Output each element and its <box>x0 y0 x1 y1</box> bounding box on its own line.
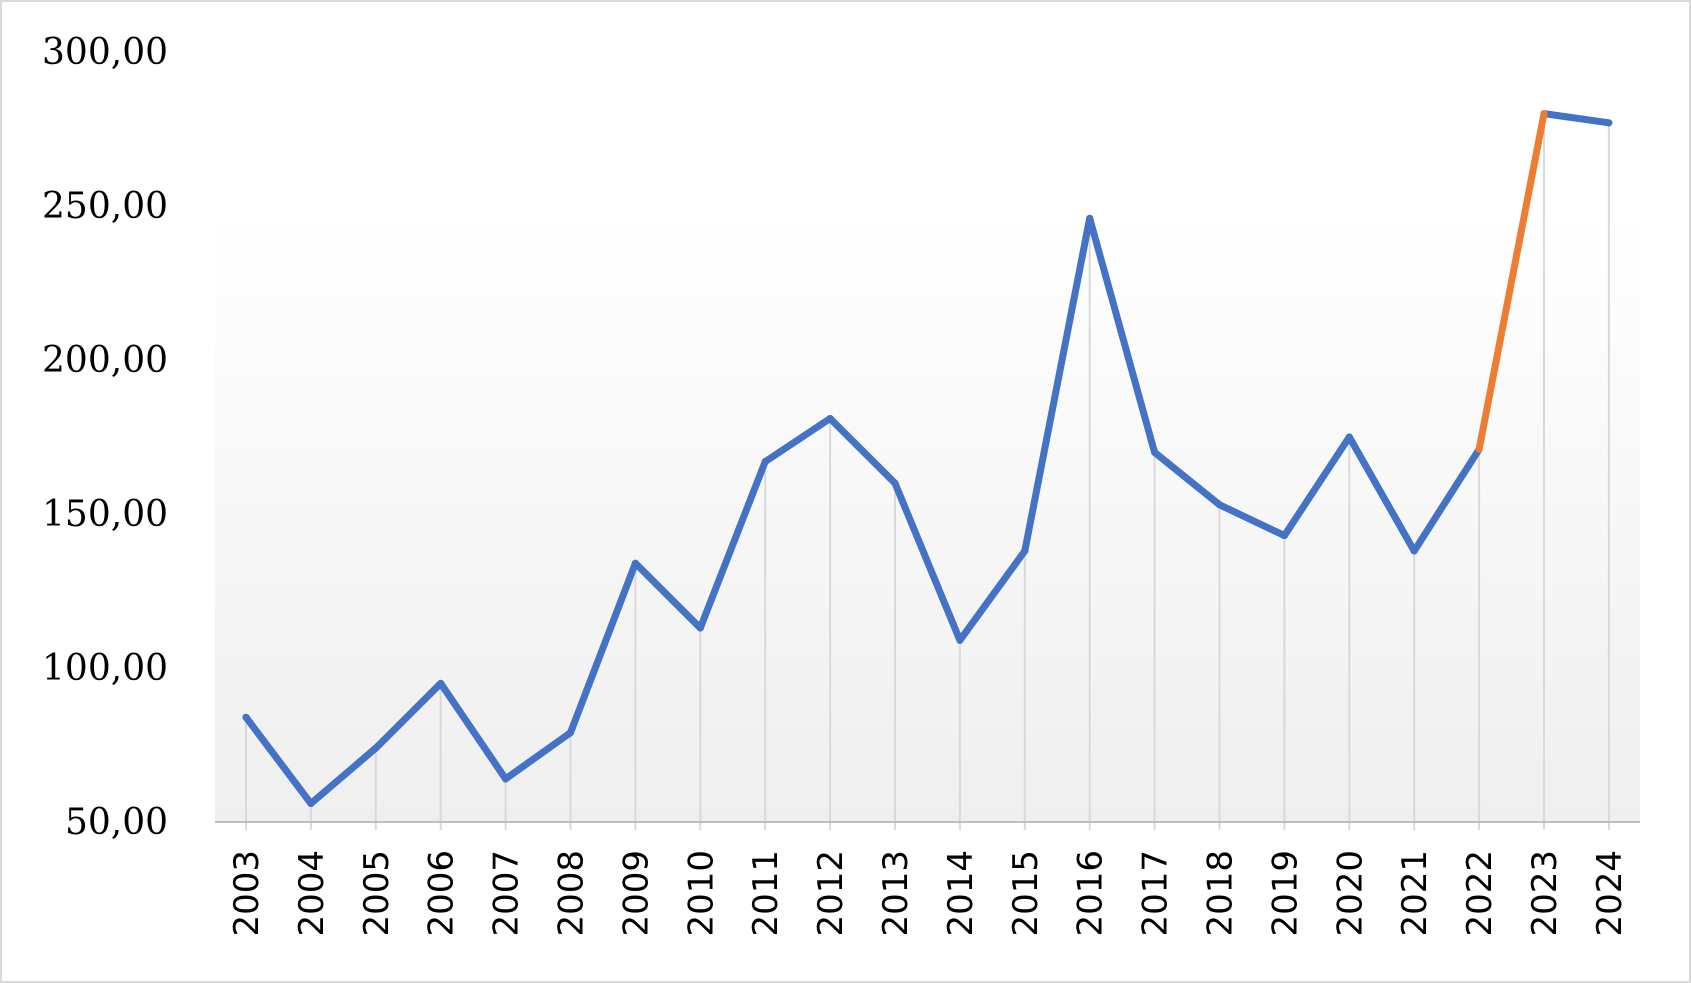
x-tick-label: 2013 <box>876 850 916 937</box>
x-tick-label: 2015 <box>1006 850 1046 937</box>
y-tick-label: 300,00 <box>42 32 168 73</box>
x-tick-label: 2020 <box>1330 850 1370 937</box>
x-tick-label: 2006 <box>422 850 462 937</box>
series-line-segment <box>1021 214 1094 555</box>
data-point <box>502 775 510 783</box>
data-point <box>1410 547 1418 555</box>
plot-area <box>215 210 1640 822</box>
data-point <box>372 744 380 752</box>
y-tick-label: 100,00 <box>42 648 168 689</box>
x-tick-label: 2007 <box>487 850 527 937</box>
x-tick-label: 2019 <box>1265 850 1305 937</box>
data-point <box>761 458 769 466</box>
x-tick-label: 2010 <box>681 850 721 937</box>
data-point <box>631 559 639 567</box>
x-tick-label: 2022 <box>1460 850 1500 937</box>
series-line-segment <box>1216 501 1288 540</box>
x-tick-label: 2012 <box>811 850 851 937</box>
series-line-segment <box>502 729 574 783</box>
x-tick-label: 2016 <box>1071 850 1111 937</box>
series-line <box>242 110 1613 808</box>
data-point <box>437 679 445 687</box>
y-tick-label: 200,00 <box>42 340 168 381</box>
data-point <box>956 636 964 644</box>
data-point <box>1021 547 1029 555</box>
x-tick-label: 2004 <box>292 850 332 937</box>
highlight-segment <box>1475 110 1548 453</box>
data-point <box>1345 433 1353 441</box>
x-tick-label: 2003 <box>227 850 267 937</box>
data-point <box>242 713 250 721</box>
data-point <box>307 800 315 808</box>
x-tick-label: 2008 <box>552 850 592 937</box>
series-line-segment <box>1540 110 1613 127</box>
data-point <box>567 729 574 737</box>
data-point <box>1216 501 1223 509</box>
data-point <box>1280 532 1288 540</box>
series-line-segment <box>761 415 834 466</box>
series-line-segment <box>1151 448 1223 509</box>
y-tick-label: 250,00 <box>42 186 168 227</box>
series-line-segment <box>1280 433 1353 540</box>
x-tick-label: 2005 <box>357 850 397 937</box>
x-tick-label: 2009 <box>616 850 656 937</box>
series-line-segment <box>372 679 445 752</box>
y-tick-label: 150,00 <box>42 494 168 535</box>
x-tick-label: 2023 <box>1525 850 1565 937</box>
series-line-segment <box>826 415 899 487</box>
data-point <box>1151 448 1159 456</box>
series-line-segment <box>567 559 639 737</box>
y-tick-label: 50,00 <box>65 802 168 843</box>
series-line-segment <box>696 458 769 632</box>
x-tick-label: 2011 <box>746 850 786 937</box>
highlight-line-segment <box>1475 110 1548 453</box>
series-line-segment <box>1345 433 1418 555</box>
series-line-segment <box>631 559 704 632</box>
data-point <box>1086 214 1094 222</box>
y-axis-tick-labels: 50,00 100,00 150,00 200,00 250,00 300,00 <box>42 32 168 843</box>
series-line-segment <box>242 713 315 808</box>
data-point <box>826 415 834 423</box>
data-point <box>891 479 899 487</box>
x-tick-label: 2024 <box>1590 850 1630 937</box>
x-tick-label: 2017 <box>1136 850 1176 937</box>
series-line-segment <box>307 744 380 808</box>
drop-lines <box>245 113 1610 830</box>
x-axis-tick-labels: 2003 2004 2005 2006 2007 2008 2009 2010 2011 2012… <box>227 850 1630 937</box>
x-tick-label: 2018 <box>1201 850 1241 937</box>
series-line-segment <box>1410 445 1483 555</box>
series-line-segment <box>891 479 964 644</box>
series-line-segment <box>956 547 1029 644</box>
data-point <box>696 624 704 632</box>
series-line-segment <box>1086 214 1159 456</box>
series-line-segment <box>437 679 510 783</box>
data-point <box>1605 119 1613 127</box>
x-tick-label: 2021 <box>1395 850 1435 937</box>
x-tick-label: 2014 <box>941 850 981 937</box>
